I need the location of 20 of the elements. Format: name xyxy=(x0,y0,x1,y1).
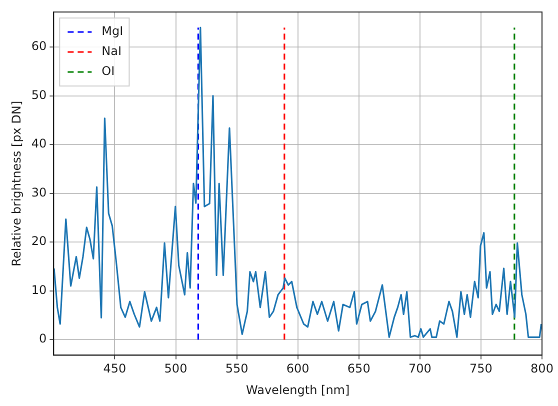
y-tick-label: 60 xyxy=(31,39,47,54)
legend-label: OI xyxy=(102,64,115,78)
x-tick-label: 800 xyxy=(530,362,554,376)
x-tick-label: 500 xyxy=(164,362,188,376)
y-axis-title: Relative brightness [px DN] xyxy=(9,100,24,266)
x-tick-label: 750 xyxy=(470,362,492,376)
y-tick-label: 0 xyxy=(39,332,47,346)
x-axis-title: Wavelength [nm] xyxy=(246,382,350,397)
x-tick-label: 450 xyxy=(103,362,126,376)
x-tick-label: 650 xyxy=(347,362,370,376)
y-tick-label: 40 xyxy=(31,136,47,151)
y-tick-label: 30 xyxy=(31,185,47,200)
y-tick-label: 20 xyxy=(31,234,47,248)
legend-label: NaI xyxy=(102,44,122,58)
x-tick-label: 700 xyxy=(408,362,432,376)
x-tick-label: 550 xyxy=(225,362,248,376)
y-tick-label: 10 xyxy=(31,282,47,297)
x-tick-label: 600 xyxy=(286,362,310,376)
y-tick-label: 50 xyxy=(31,88,47,102)
legend-label: MgI xyxy=(102,24,124,38)
